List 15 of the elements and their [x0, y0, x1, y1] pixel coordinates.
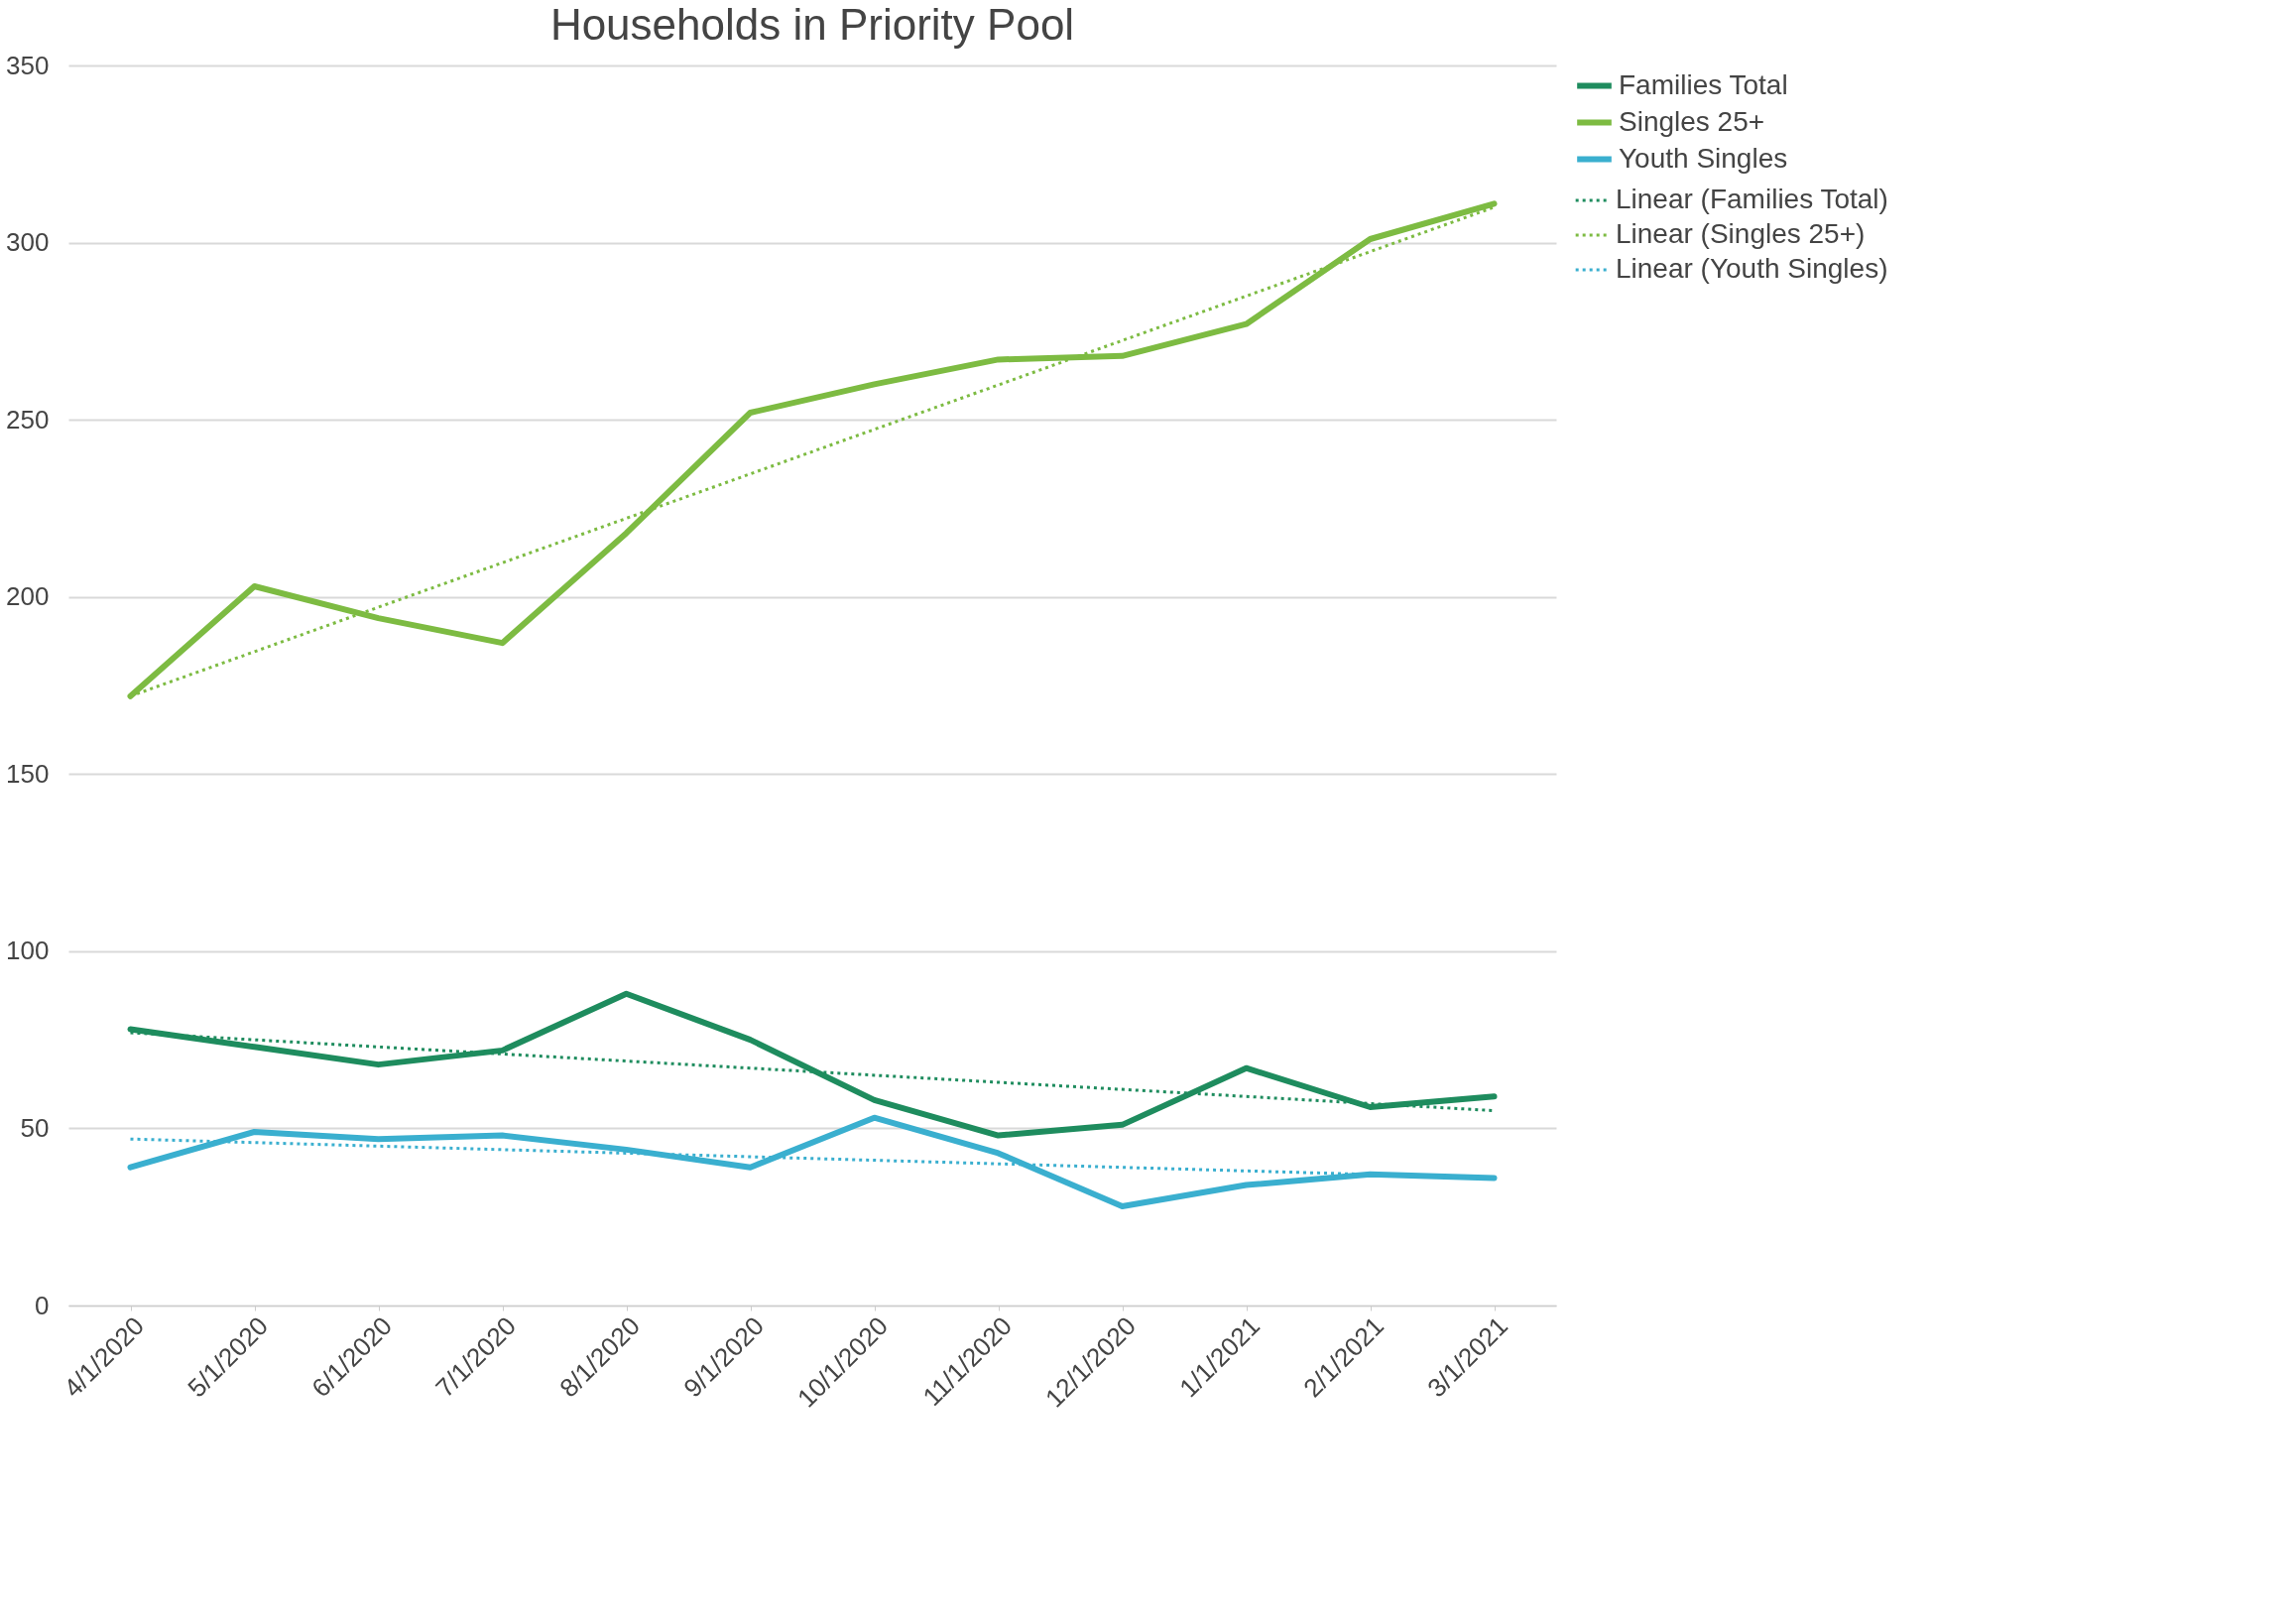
y-tick-label: 250 [6, 404, 50, 435]
y-tick-label: 350 [6, 50, 50, 80]
legend-label: Linear (Families Total) [1616, 184, 1888, 214]
legend-label: Linear (Youth Singles) [1616, 253, 1888, 284]
y-tick-label: 50 [20, 1112, 50, 1143]
legend-label: Youth Singles [1619, 142, 1788, 174]
y-tick-label: 100 [6, 935, 50, 966]
legend-label: Families Total [1619, 68, 1788, 100]
chart-title: Households in Priority Pool [549, 0, 1075, 49]
y-tick-label: 150 [6, 758, 50, 789]
y-tick-label: 0 [35, 1290, 50, 1320]
y-tick-label: 200 [6, 581, 50, 612]
legend-label: Singles 25+ [1619, 105, 1765, 137]
legend-label: Linear (Singles 25+) [1616, 218, 1866, 249]
y-tick-label: 300 [6, 227, 50, 258]
